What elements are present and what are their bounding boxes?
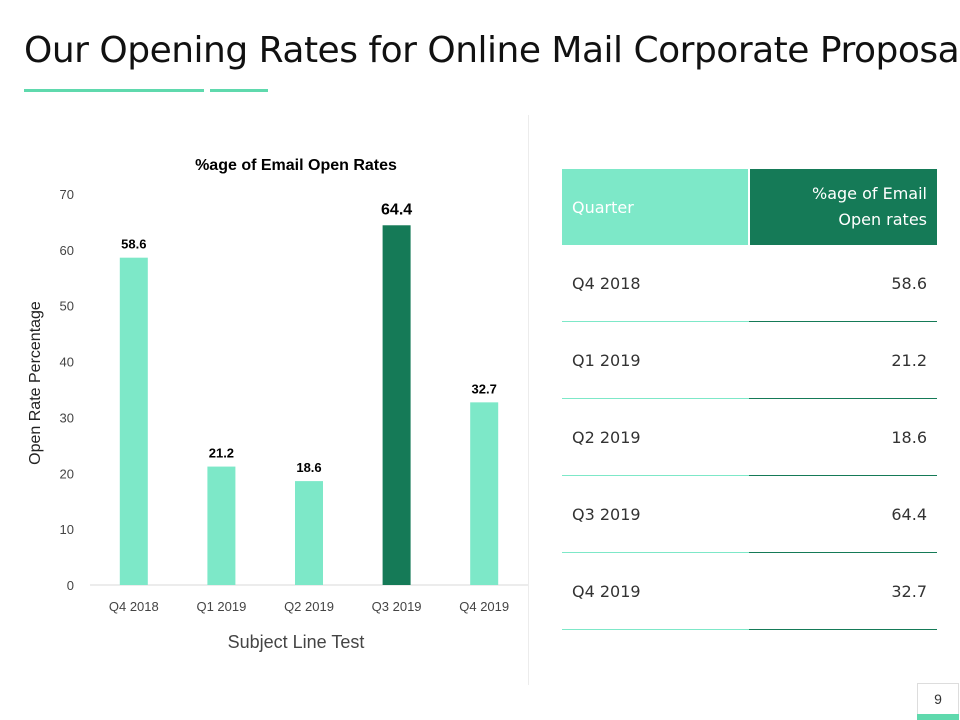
data-label: 64.4 [381,201,412,218]
chart-title: %age of Email Open Rates [195,157,397,174]
data-label: 18.6 [296,460,321,475]
table-cell-quarter: Q2 2019 [562,398,749,476]
table-cell-rate: 18.6 [749,398,937,476]
table-cell-quarter: Q4 2018 [562,245,749,322]
x-tick-label: Q4 2018 [109,599,159,614]
bar-q2-2019 [295,481,323,585]
y-axis-label: Open Rate Percentage [27,301,44,465]
y-tick-label: 50 [60,299,74,314]
table-header-rate: %age of Email Open rates [749,169,937,245]
table-cell-rate: 64.4 [749,475,937,553]
x-tick-label: Q2 2019 [284,599,334,614]
bar-q3-2019 [382,225,411,585]
data-label: 21.2 [209,446,234,461]
x-tick-label: Q4 2019 [459,599,509,614]
open-rates-table: Quarter %age of Email Open rates Q4 2018 … [562,169,937,630]
table-cell-quarter: Q3 2019 [562,475,749,553]
table-header-quarter: Quarter [562,169,750,245]
table-row: Q1 2019 21.2 [562,321,937,399]
y-tick-label: 20 [60,466,74,481]
title-underline-long [24,89,204,92]
y-tick-label: 70 [60,187,74,202]
x-tick-label: Q1 2019 [196,599,246,614]
slide-title: Our Opening Rates for Online Mail Corpor… [24,30,960,71]
y-tick-label: 10 [60,522,74,537]
y-tick-label: 60 [60,243,74,258]
title-underline-short [210,89,268,92]
table-cell-rate: 32.7 [749,552,937,630]
x-tick-label: Q3 2019 [372,599,422,614]
table-row: Q3 2019 64.4 [562,475,937,553]
y-tick-label: 30 [60,410,74,425]
data-label: 32.7 [472,381,497,396]
table-cell-rate: 21.2 [749,321,937,399]
bar-chart: %age of Email Open Rates Open Rate Perce… [27,157,528,652]
bar-q1-2019 [207,466,236,585]
page-number-accent [917,714,959,720]
table-row: Q2 2019 18.6 [562,398,937,476]
data-label: 58.6 [121,237,146,252]
vertical-divider [528,115,529,685]
table-cell-quarter: Q1 2019 [562,321,749,399]
table-cell-quarter: Q4 2019 [562,552,749,630]
bar-q4-2018 [119,257,148,585]
page-number: 9 [917,683,959,715]
y-tick-label: 0 [67,578,74,593]
table-row: Q4 2019 32.7 [562,552,937,630]
table-row: Q4 2018 58.6 [562,245,937,322]
y-tick-label: 40 [60,355,74,370]
bar-q4-2019 [470,402,499,585]
x-axis-label: Subject Line Test [228,632,365,652]
table-cell-rate: 58.6 [749,245,937,322]
